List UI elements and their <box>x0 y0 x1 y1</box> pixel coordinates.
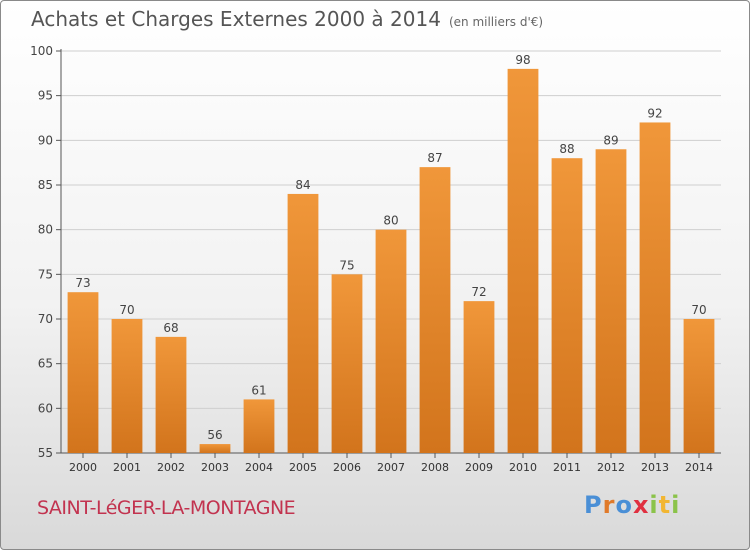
data-label-2004: 61 <box>251 383 266 397</box>
x-tick-label-2003: 2003 <box>201 461 229 474</box>
data-label-2000: 73 <box>75 276 90 290</box>
bar-2006 <box>331 274 363 453</box>
logo-letter: o <box>615 491 633 519</box>
logo-letter: P <box>584 491 603 519</box>
y-tick-label: 100 <box>30 44 53 58</box>
bar-2012 <box>595 149 627 453</box>
y-tick-label: 95 <box>38 89 53 103</box>
bar-2008 <box>419 167 451 453</box>
data-label-2012: 89 <box>603 133 618 147</box>
data-label-2002: 68 <box>163 321 178 335</box>
data-label-2003: 56 <box>207 428 222 442</box>
logo-letter: t <box>658 491 672 519</box>
data-label-2010: 98 <box>515 53 530 67</box>
data-label-2011: 88 <box>559 142 574 156</box>
x-tick-label-2006: 2006 <box>333 461 361 474</box>
bar-2011 <box>551 158 583 453</box>
logo-letter: i <box>649 491 659 519</box>
x-tick-label-2001: 2001 <box>113 461 141 474</box>
y-tick-label: 55 <box>38 446 53 460</box>
logo-letter: x <box>632 491 650 519</box>
bar-2014 <box>683 319 715 453</box>
bar-2004 <box>243 399 275 453</box>
x-tick-label-2011: 2011 <box>553 461 581 474</box>
chart-unit-label: (en milliers d'€) <box>448 15 544 29</box>
y-tick-label: 75 <box>38 267 53 281</box>
chart-title: Achats et Charges Externes 2000 à 2014 (e… <box>31 7 543 31</box>
y-tick-label: 65 <box>38 357 53 371</box>
data-label-2013: 92 <box>647 106 662 120</box>
data-label-2014: 70 <box>691 303 706 317</box>
y-tick-label: 80 <box>38 223 53 237</box>
data-label-2009: 72 <box>471 285 486 299</box>
data-label-2007: 80 <box>383 214 398 228</box>
x-tick-label-2010: 2010 <box>509 461 537 474</box>
y-tick-label: 70 <box>38 312 53 326</box>
x-tick-label-2007: 2007 <box>377 461 405 474</box>
bar-2002 <box>155 336 187 453</box>
data-labels: 73 70 68 56 61 84 75 80 87 72 98 88 89 92 70 <box>75 53 706 442</box>
x-tick-label-2014: 2014 <box>685 461 713 474</box>
bar-2007 <box>375 229 407 453</box>
x-tick-label-2012: 2012 <box>597 461 625 474</box>
logo-letter: i <box>671 491 681 519</box>
x-tick-label-2002: 2002 <box>157 461 185 474</box>
bar-2013 <box>639 122 671 453</box>
y-tick-label: 90 <box>38 133 53 147</box>
bars <box>67 68 715 453</box>
chart-title-text: Achats et Charges Externes 2000 à 2014 <box>31 7 441 31</box>
tick-labels: 55 60 65 70 75 80 85 90 95 100 2000 2001 2002 2003 200… <box>30 44 713 474</box>
y-tick-label: 60 <box>38 401 53 415</box>
y-tick-label: 85 <box>38 178 53 192</box>
x-tick-label-2000: 2000 <box>69 461 97 474</box>
logo-letter: r <box>602 491 616 519</box>
x-tick-label-2013: 2013 <box>641 461 669 474</box>
data-label-2005: 84 <box>295 178 310 192</box>
x-tick-label-2009: 2009 <box>465 461 493 474</box>
commune-name: SAINT-LéGER-LA-MONTAGNE <box>37 497 296 519</box>
bar-2005 <box>287 193 319 453</box>
data-label-2008: 87 <box>427 151 442 165</box>
bar-2003 <box>199 444 231 453</box>
bar-2010 <box>507 68 539 453</box>
bar-2000 <box>67 292 99 453</box>
x-tick-label-2005: 2005 <box>289 461 317 474</box>
data-label-2001: 70 <box>119 303 134 317</box>
bar-2001 <box>111 319 143 453</box>
proxiti-logo[interactable]: Proxiti <box>584 491 680 519</box>
x-tick-label-2008: 2008 <box>421 461 449 474</box>
bar-2009 <box>463 301 495 453</box>
x-tick-label-2004: 2004 <box>245 461 273 474</box>
data-label-2006: 75 <box>339 258 354 272</box>
